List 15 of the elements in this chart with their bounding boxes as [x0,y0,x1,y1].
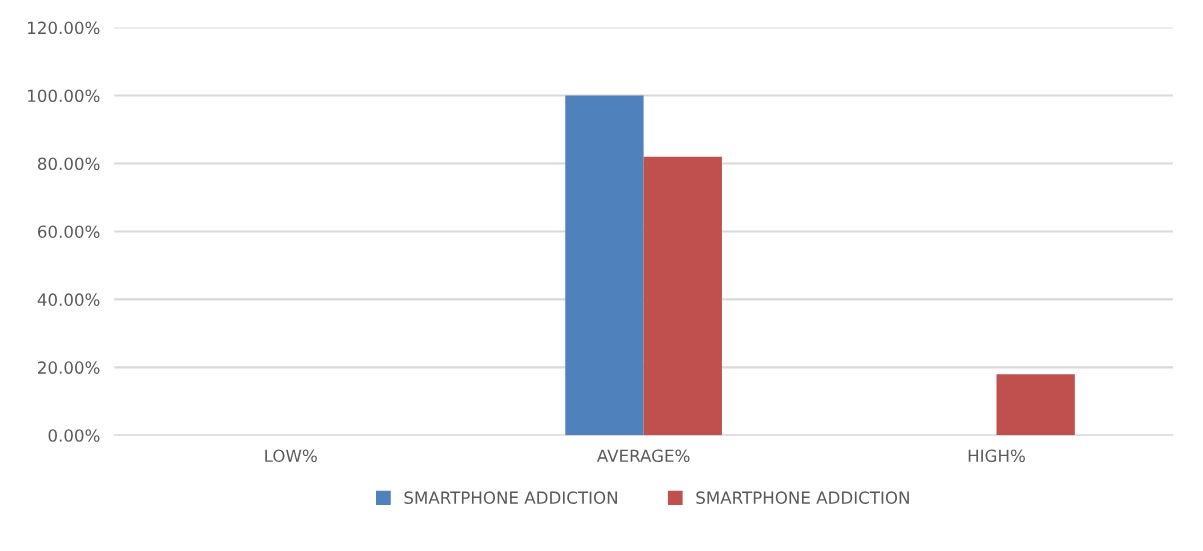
x-tick-label: HIGH% [968,449,1025,463]
bar [996,374,1075,436]
y-tick-label: 60.00% [38,225,100,238]
x-tick-label: LOW% [265,449,317,463]
y-tick-label: 80.00% [37,157,100,171]
y-tick-label: 20.00% [38,361,100,374]
x-tick-label: AVERAGE% [596,449,690,463]
legend-label: SMARTPHONE ADDICTION [404,491,617,504]
y-tick-label: 120.00% [28,21,100,35]
y-tick-label: 0.00% [48,429,100,442]
bar [565,95,644,436]
legend-label: SMARTPHONE ADDICTION [696,491,909,504]
y-tick-label: 100.00% [28,89,100,103]
bar [643,156,722,436]
y-tick-label: 40.00% [37,293,100,306]
